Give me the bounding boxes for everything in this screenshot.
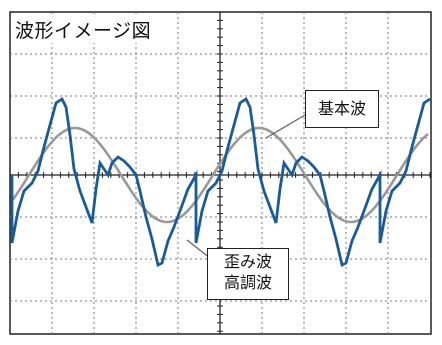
base-wave-pointer (265, 114, 306, 139)
distorted-wave-label-line2: 高調波 (223, 273, 272, 292)
diagram-title: 波形イメージ図 (13, 16, 154, 43)
distorted-wave-label: 歪み波 高調波 (207, 248, 289, 300)
distorted-wave-line (10, 96, 431, 268)
base-wave-label: 基本波 (305, 90, 379, 128)
distorted-wave-pointer (186, 239, 211, 259)
distorted-wave-label-line1: 歪み波 (223, 252, 272, 271)
base-wave-line (10, 126, 429, 224)
